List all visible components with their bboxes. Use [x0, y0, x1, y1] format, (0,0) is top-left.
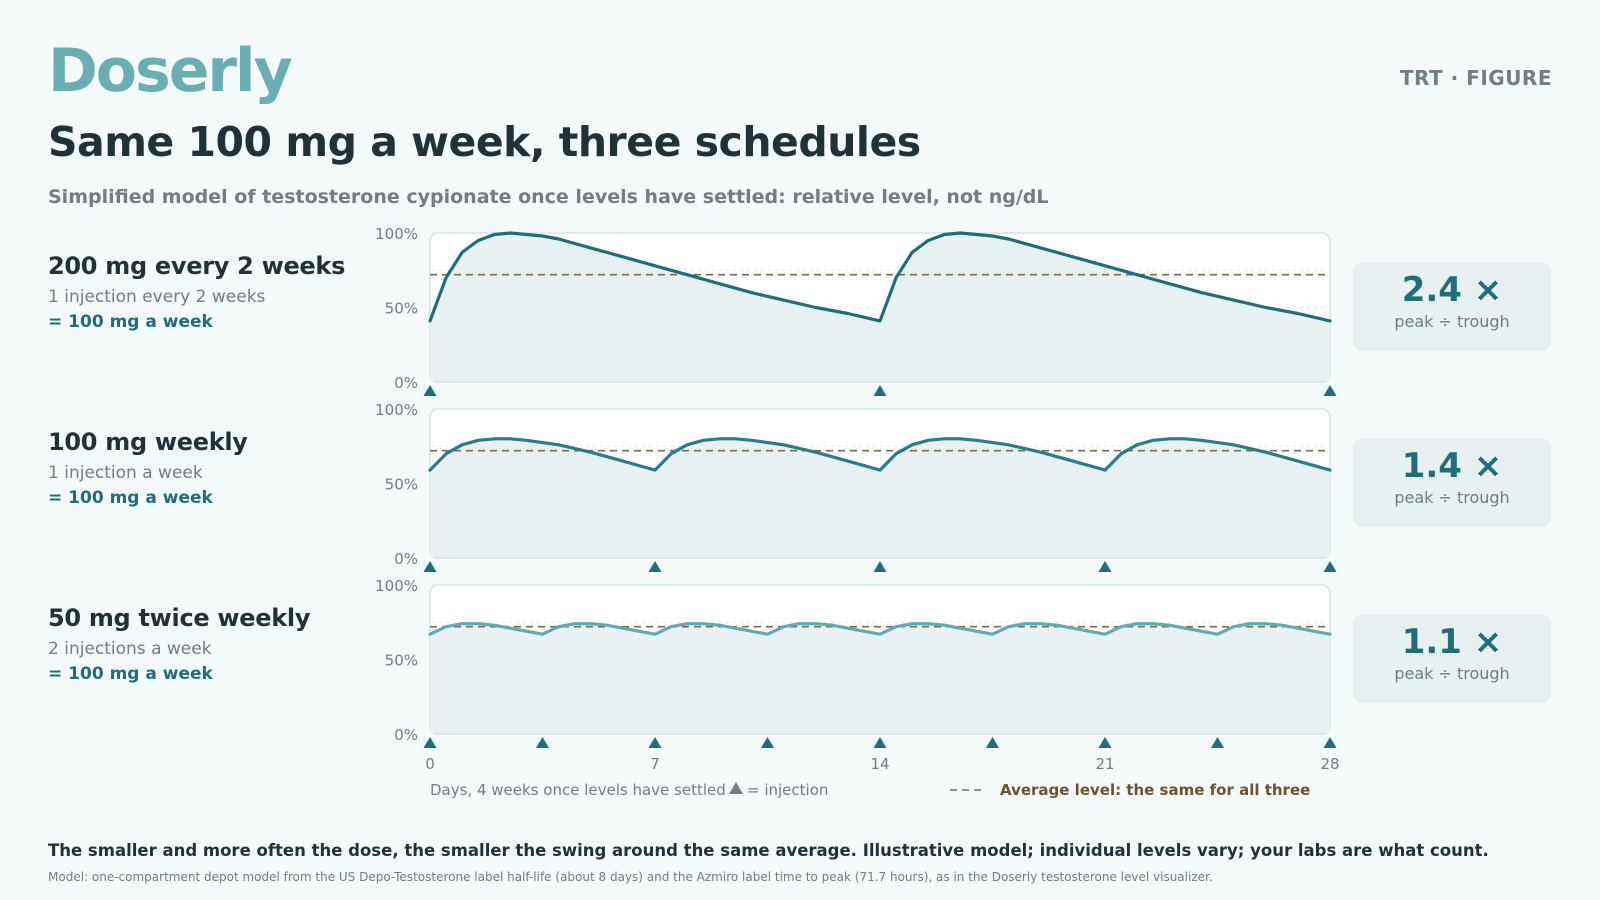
series-area [430, 233, 1330, 381]
y-tick-label: 100% [375, 577, 418, 595]
injection-marker [986, 737, 999, 748]
x-tick-label: 21 [1095, 755, 1114, 773]
schedule-name: 200 mg every 2 weeks [48, 252, 346, 280]
injection-marker [648, 561, 662, 572]
injection-legend-label: = injection [747, 781, 828, 799]
x-tick-label: 14 [870, 755, 889, 773]
brand-logo: Doserly [48, 36, 293, 106]
injection-marker [423, 561, 437, 572]
injection-marker [873, 561, 887, 572]
y-tick-label: 50% [385, 652, 418, 670]
page-title: Same 100 mg a week, three schedules [48, 118, 921, 166]
row-label-twice-weekly: 50 mg twice weekly 2 injections a week =… [48, 604, 358, 684]
y-tick-label: 100% [375, 225, 418, 243]
schedule-frequency: 2 injections a week [48, 639, 212, 659]
injection-marker [761, 737, 774, 748]
schedule-frequency: 1 injection every 2 weeks [48, 287, 266, 307]
injection-marker [1211, 737, 1224, 748]
schedule-weekly-total: = 100 mg a week [48, 488, 213, 508]
injection-marker [1323, 561, 1337, 572]
x-axis-label: Days, 4 weeks once levels have settled [430, 781, 726, 799]
y-tick-label: 100% [375, 401, 418, 419]
series-line [428, 231, 1332, 323]
ratio-card-weekly: 1.4 × peak ÷ trough [1353, 438, 1551, 527]
footer-takeaway: The smaller and more often the dose, the… [48, 841, 1489, 860]
y-tick-label: 50% [385, 476, 418, 494]
y-tick-label: 0% [394, 550, 418, 568]
injection-marker [1323, 737, 1337, 748]
schedule-name: 100 mg weekly [48, 428, 248, 456]
peak-trough-ratio: 1.4 × [1401, 446, 1503, 486]
series-area [430, 623, 1330, 733]
figure-tag: TRT · FIGURE [1399, 66, 1552, 90]
schedule-frequency: 1 injection a week [48, 463, 203, 483]
injection-marker [1098, 737, 1112, 748]
peak-trough-ratio: 1.1 × [1401, 622, 1503, 662]
y-tick-label: 0% [394, 374, 418, 392]
x-tick-label: 7 [650, 755, 660, 773]
injection-marker [648, 737, 662, 748]
ratio-caption: peak ÷ trough [1394, 664, 1510, 683]
injection-legend-marker [729, 782, 743, 794]
y-tick-label: 50% [385, 300, 418, 318]
injection-marker [536, 737, 549, 748]
page-subtitle: Simplified model of testosterone cypiona… [48, 186, 1049, 208]
injection-marker [1098, 561, 1112, 572]
y-tick-label: 0% [394, 726, 418, 744]
ratio-caption: peak ÷ trough [1394, 312, 1510, 331]
schedule-weekly-total: = 100 mg a week [48, 312, 213, 332]
x-tick-label: 0 [425, 755, 435, 773]
schedule-weekly-total: = 100 mg a week [48, 664, 213, 684]
footer-model-note: Model: one-compartment depot model from … [48, 870, 1213, 884]
series-line [428, 437, 1332, 472]
ratio-caption: peak ÷ trough [1394, 488, 1510, 507]
injection-marker [423, 737, 437, 748]
series-line [428, 622, 1332, 636]
row-label-weekly: 100 mg weekly 1 injection a week = 100 m… [48, 428, 358, 508]
ratio-card-twice-weekly: 1.1 × peak ÷ trough [1353, 614, 1551, 703]
x-tick-label: 28 [1320, 755, 1339, 773]
ratio-card-biweekly: 2.4 × peak ÷ trough [1353, 262, 1551, 351]
series-area [430, 438, 1330, 557]
injection-marker [873, 385, 887, 396]
average-legend-label: Average level: the same for all three [1000, 781, 1310, 799]
injection-marker [423, 385, 437, 396]
schedule-name: 50 mg twice weekly [48, 604, 311, 632]
injection-marker [1323, 385, 1337, 396]
injection-marker [873, 737, 887, 748]
peak-trough-ratio: 2.4 × [1401, 270, 1503, 310]
row-label-biweekly: 200 mg every 2 weeks 1 injection every 2… [48, 252, 358, 332]
